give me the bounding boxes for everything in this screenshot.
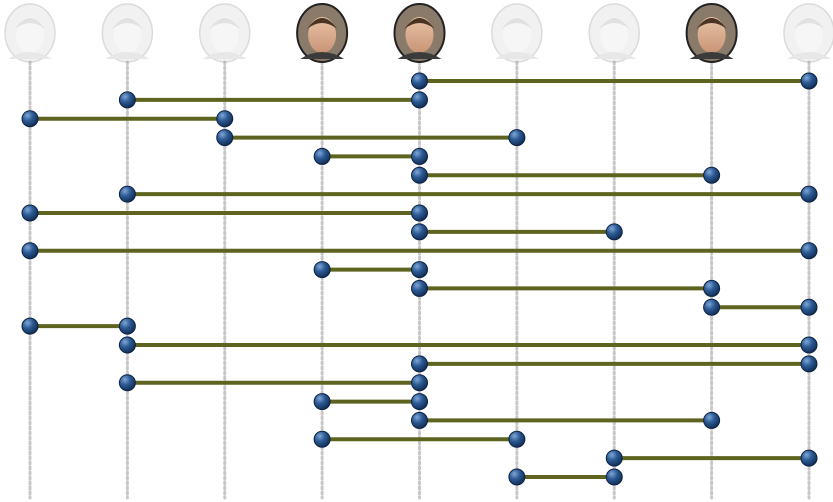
link-end — [412, 73, 428, 89]
link-end — [412, 92, 428, 108]
link-end — [412, 356, 428, 372]
link-end — [704, 412, 720, 428]
diagram — [0, 0, 833, 502]
person-avatar — [784, 4, 833, 62]
link-end — [801, 337, 817, 353]
link-end — [801, 186, 817, 202]
link-end — [412, 167, 428, 183]
person-avatar — [492, 4, 542, 62]
link-end — [314, 431, 330, 447]
link-end — [801, 450, 817, 466]
link-end — [22, 318, 38, 334]
link-end — [314, 394, 330, 410]
link-end — [412, 148, 428, 164]
link-end — [119, 92, 135, 108]
link-end — [606, 450, 622, 466]
link-end — [217, 111, 233, 127]
link-end — [509, 130, 525, 146]
link-end — [412, 205, 428, 221]
link-end — [509, 469, 525, 485]
link-end — [509, 431, 525, 447]
link-end — [119, 186, 135, 202]
link-end — [22, 243, 38, 259]
person-avatar — [200, 4, 250, 62]
person-avatar — [395, 4, 445, 62]
person-avatar — [687, 4, 737, 62]
link-end — [22, 111, 38, 127]
person-avatar — [5, 4, 55, 62]
link-end — [801, 356, 817, 372]
link-end — [412, 224, 428, 240]
link-end — [606, 469, 622, 485]
link-end — [119, 318, 135, 334]
link-end — [412, 280, 428, 296]
link-end — [22, 205, 38, 221]
link-end — [119, 337, 135, 353]
link-end — [704, 299, 720, 315]
link-end — [801, 243, 817, 259]
person-avatar — [297, 4, 347, 62]
link-end — [314, 262, 330, 278]
link-end — [314, 148, 330, 164]
link-end — [801, 73, 817, 89]
link-end — [606, 224, 622, 240]
link-end — [704, 280, 720, 296]
link-end — [412, 412, 428, 428]
link-end — [801, 299, 817, 315]
person-avatar — [102, 4, 152, 62]
link-end — [119, 375, 135, 391]
link-end — [412, 394, 428, 410]
link-end — [412, 375, 428, 391]
link-end — [704, 167, 720, 183]
person-avatar — [589, 4, 639, 62]
link-end — [217, 130, 233, 146]
page: (() => { const data = JSON.parse(documen… — [0, 0, 833, 502]
link-end — [412, 262, 428, 278]
